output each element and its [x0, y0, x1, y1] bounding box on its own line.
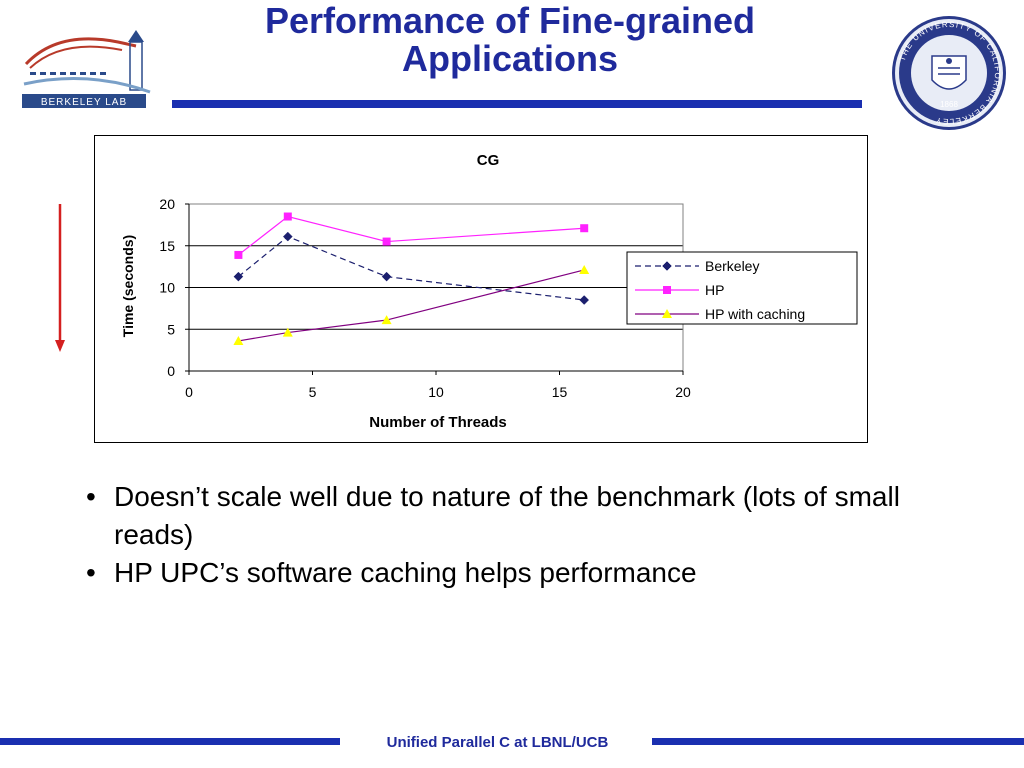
legend-marker-hp	[663, 286, 671, 294]
data-point-hp-with-caching	[282, 327, 293, 337]
series-line-hp	[238, 215, 585, 256]
legend-marker-berkeley	[662, 261, 672, 271]
bullet-list: • Doesn’t scale well due to nature of th…	[86, 478, 906, 592]
title-line-1: Performance of Fine-grained	[264, 0, 756, 41]
series-line-berkeley	[238, 235, 585, 301]
footer-rule-left	[0, 738, 340, 745]
legend: Berkeley HP HP with caching	[626, 251, 858, 325]
chart-title: CG	[477, 152, 500, 169]
footer-rule-right	[652, 738, 1024, 745]
data-point-hp	[234, 250, 243, 259]
series-line-hp-with-caching	[238, 269, 585, 342]
y-tick-label: 0	[167, 363, 175, 379]
title-rule	[172, 100, 862, 108]
bullet-text: Doesn’t scale well due to nature of the …	[114, 481, 900, 550]
bullet-item: • Doesn’t scale well due to nature of th…	[86, 478, 906, 554]
footer-text: Unified Parallel C at LBNL/UCB	[386, 734, 609, 751]
title-line-2: Applications	[401, 38, 619, 79]
data-point-hp	[283, 212, 292, 221]
university-seal: THE UNIVERSITY OF CALIFORNIA BERKELEY 18…	[892, 16, 1006, 130]
cg-chart: CG Time (seconds) Number of Threads 0 5 10…	[120, 152, 858, 431]
legend-label-hp-with-caching: HP with caching	[705, 306, 805, 322]
data-point-berkeley	[233, 271, 244, 282]
data-point-hp	[580, 224, 589, 233]
grid-layer	[188, 203, 684, 372]
data-point-berkeley	[282, 231, 293, 242]
series-layer	[233, 212, 590, 345]
x-tick-label: 0	[185, 384, 193, 400]
data-point-hp-with-caching	[381, 315, 392, 325]
y-tick-label: 10	[159, 280, 175, 296]
axis-layer: 0 5 10 15 20 0 5 10 15 20	[159, 196, 691, 400]
data-point-berkeley	[579, 295, 590, 305]
x-tick-label: 5	[309, 384, 317, 400]
x-axis-label: Number of Threads	[369, 414, 507, 431]
slide-title: Performance of Fine-grained Applications	[180, 2, 840, 78]
down-arrow-icon	[55, 204, 65, 352]
y-tick-label: 5	[167, 321, 175, 337]
x-tick-label: 15	[552, 384, 568, 400]
legend-marker-hp-with-caching	[662, 309, 672, 318]
data-point-hp	[382, 237, 391, 246]
bullet-dot: •	[86, 557, 96, 588]
x-tick-label: 10	[428, 384, 444, 400]
data-point-berkeley	[381, 271, 392, 282]
logo-text: BERKELEY LAB	[41, 97, 127, 108]
seal-year: 1868	[940, 100, 958, 109]
legend-label-hp: HP	[705, 282, 724, 298]
data-point-hp-with-caching	[233, 335, 244, 345]
berkeley-lab-logo: BERKELEY LAB	[22, 30, 151, 108]
bullet-dot: •	[86, 481, 96, 512]
y-tick-label: 20	[159, 196, 175, 212]
chart-frame: CG Time (seconds) Number of Threads 0 5 10…	[94, 135, 868, 443]
legend-label-berkeley: Berkeley	[705, 258, 759, 274]
data-point-hp-with-caching	[579, 264, 590, 274]
bullet-item: • HP UPC’s software caching helps perfor…	[86, 554, 906, 592]
bullet-text: HP UPC’s software caching helps performa…	[114, 557, 697, 588]
y-axis-label: Time (seconds)	[120, 235, 136, 337]
x-tick-label: 20	[675, 384, 691, 400]
y-tick-label: 15	[159, 238, 175, 254]
